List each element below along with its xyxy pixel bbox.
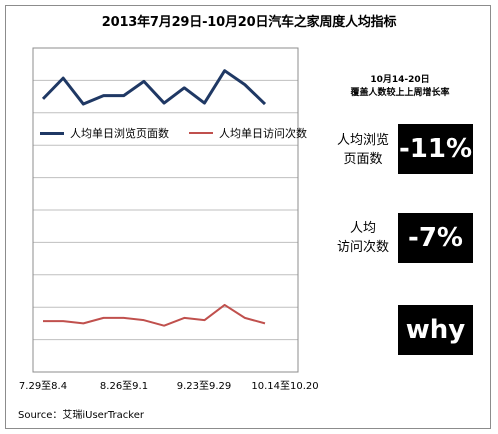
series-line-page-views: [41, 69, 267, 106]
metric-label-line: 人均: [349, 221, 376, 236]
plot-border: [32, 47, 299, 373]
note-description: 覆盖人数较上上周增长率: [350, 88, 450, 98]
chart-title: 2013年7月29日-10月20日汽车之家周度人均指标: [101, 15, 397, 30]
value-box-page-views: -11%: [398, 124, 473, 174]
metric-label-line: 人均浏览: [336, 133, 389, 148]
legend-swatch-visits: [189, 132, 213, 134]
x-tick-label: 8.26至9.1: [99, 381, 149, 392]
value-box-visits: -7%: [398, 213, 473, 263]
metric-label-page-views: 人均浏览 页面数: [320, 131, 406, 169]
x-tick-label: 9.23至9.29: [176, 381, 232, 392]
series-lines: [41, 69, 267, 327]
note-period: 10月14-20日: [370, 75, 430, 85]
value-box-why: why: [398, 305, 473, 355]
legend: 人均单日浏览页面数 人均单日访问次数: [40, 125, 307, 141]
gridlines: [33, 79, 298, 341]
metric-label-line: 页面数: [343, 152, 383, 167]
metric-label-line: 访问次数: [336, 240, 389, 255]
x-tick-label: 7.29至8.4: [18, 381, 68, 392]
metric-label-visits: 人均 访问次数: [320, 219, 406, 257]
legend-swatch-page-views: [40, 131, 64, 135]
series-line-visits: [43, 303, 266, 327]
source-note: Source：艾瑞iUserTracker: [18, 410, 144, 421]
legend-label-page-views: 人均单日浏览页面数: [70, 127, 169, 140]
legend-label-visits: 人均单日访问次数: [219, 127, 307, 140]
x-tick-label: 10.14至10.20: [251, 381, 319, 392]
